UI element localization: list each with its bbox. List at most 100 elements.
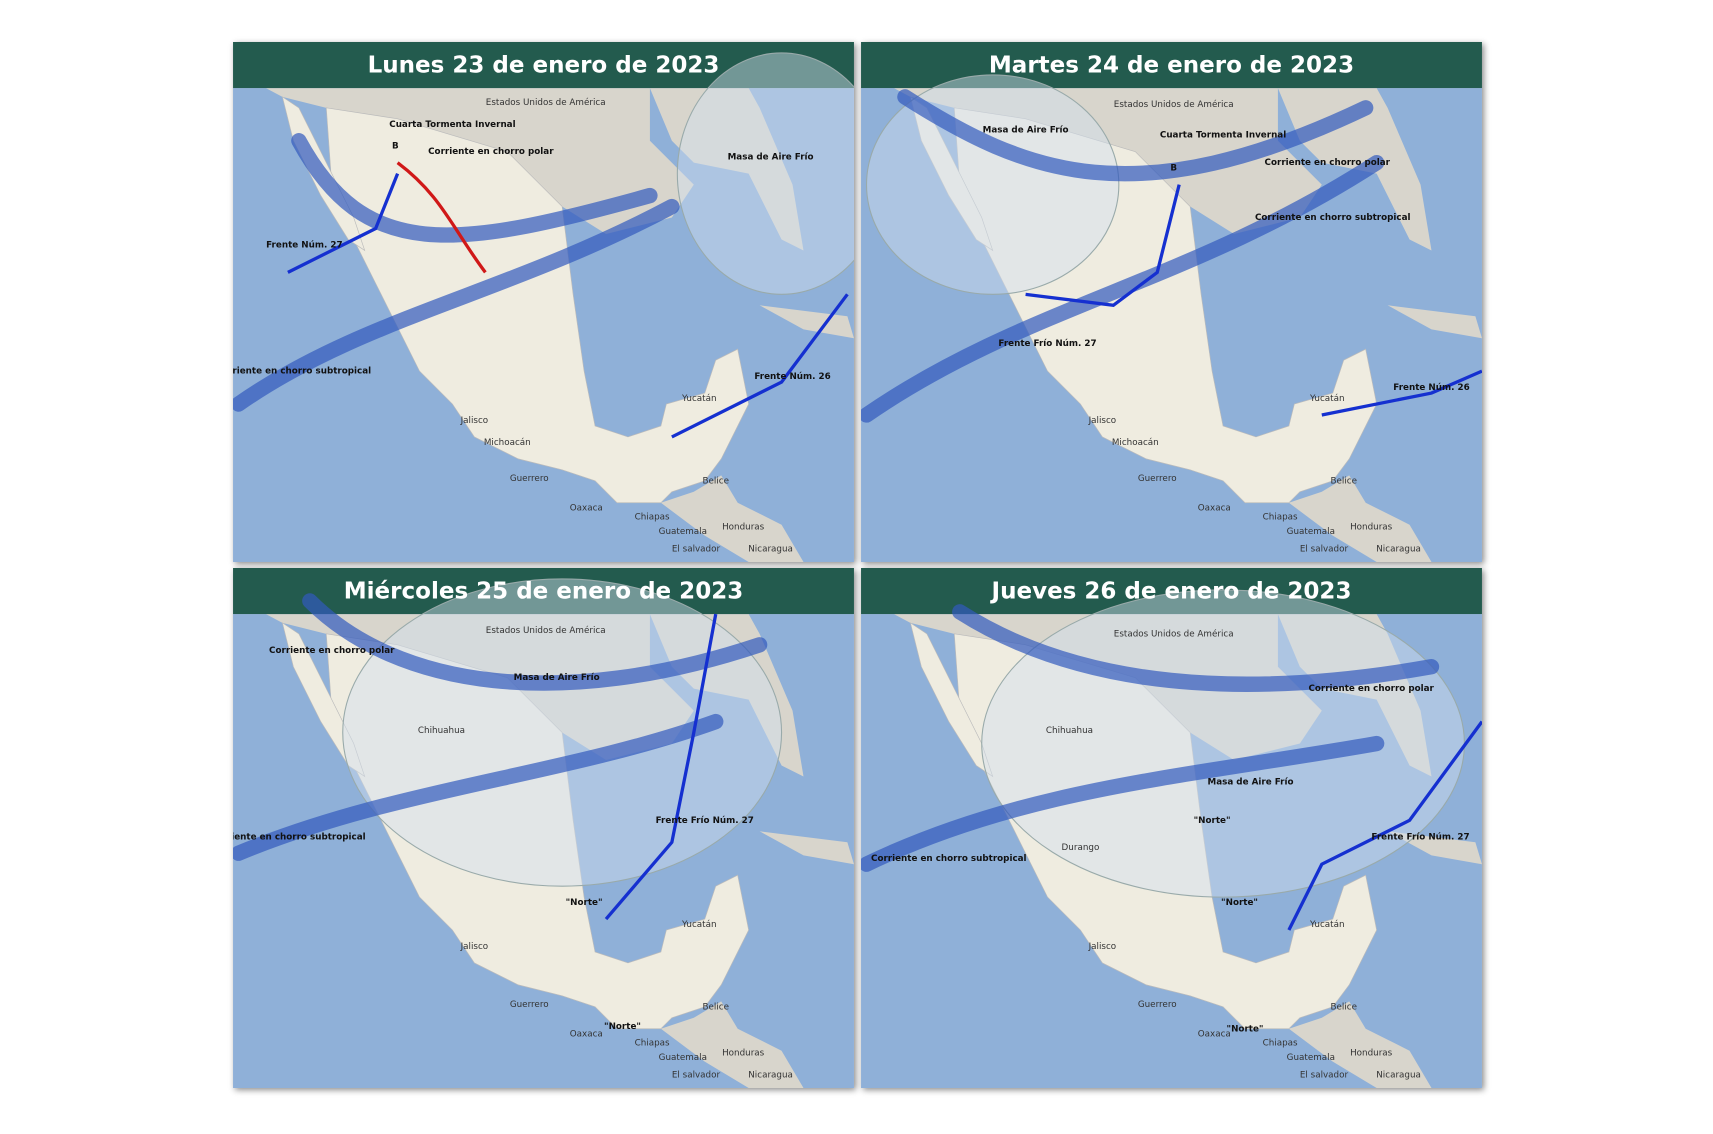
map-label: Michoacán [484, 438, 531, 448]
map-label: Honduras [1350, 1048, 1393, 1058]
jet-stream [230, 713, 724, 861]
map-label: Honduras [722, 522, 765, 532]
map-label: Jalisco [1088, 942, 1117, 952]
map-label: Nicaragua [1376, 544, 1421, 554]
map-label: Corriente en chorro polar [1265, 158, 1391, 168]
map-label: "Norte" [1227, 1024, 1264, 1034]
panel-title: Jueves 26 de enero de 2023 [990, 579, 1352, 605]
cold-front [671, 293, 849, 439]
cold-front [1287, 720, 1484, 931]
map-label: Jalisco [1088, 416, 1117, 426]
map-label: Estados Unidos de América [486, 625, 606, 636]
map-label: Belice [1330, 476, 1357, 486]
map-label: B [392, 142, 399, 152]
map-label: Belice [1330, 1002, 1357, 1012]
map-label: Oaxaca [1198, 504, 1231, 514]
map-label: Frente Núm. 27 [266, 240, 342, 250]
panel-title: Miércoles 25 de enero de 2023 [344, 579, 744, 605]
map-label: Estados Unidos de América [1114, 628, 1234, 639]
panel: Lunes 23 de enero de 2023 Estados Unidos … [216, 42, 887, 562]
map-label: Guerrero [510, 474, 549, 484]
map-label: "Norte" [604, 1022, 641, 1032]
map-label: Frente Núm. 26 [1393, 383, 1469, 393]
map-label: El salvador [672, 544, 721, 554]
map-label: Belice [702, 476, 729, 486]
map-label: Yucatán [1309, 394, 1344, 404]
map-label: El salvador [672, 1070, 721, 1080]
map-label: Michoacán [1112, 438, 1159, 448]
map-label: Masa de Aire Frío [514, 673, 600, 683]
map-label: Corriente en chorro polar [428, 147, 554, 157]
map-label: Frente Frío Núm. 27 [1371, 832, 1469, 842]
jet-stream [302, 593, 768, 691]
map-label: Durango [1062, 843, 1100, 853]
map-label: Nicaragua [1376, 1070, 1421, 1080]
jet-stream [858, 154, 1385, 423]
map-label: Masa de Aire Frío [728, 153, 814, 163]
map-label: Corriente en chorro subtropical [233, 832, 366, 842]
map-label: Honduras [722, 1048, 765, 1058]
map-label: El salvador [1300, 544, 1349, 554]
map: Lunes 23 de enero de 2023 Estados Unidos … [216, 42, 887, 562]
map-label: Frente Núm. 26 [754, 372, 830, 382]
map-label: Oaxaca [1198, 1030, 1231, 1040]
cold-front [1025, 184, 1181, 308]
map-label: Cuarta Tormenta Invernal [1160, 131, 1286, 141]
cold-front [1321, 369, 1483, 417]
jet-stream [952, 604, 1440, 692]
map-label: Masa de Aire Frío [1207, 777, 1293, 787]
map-label: "Norte" [1194, 816, 1231, 826]
jet-stream [897, 89, 1374, 182]
map-label: Guerrero [510, 1000, 549, 1010]
map-label: Chiapas [1263, 1039, 1298, 1049]
panel-title: Martes 24 de enero de 2023 [989, 53, 1354, 79]
map-label: Masa de Aire Frío [983, 125, 1069, 135]
map-label: Estados Unidos de América [1114, 99, 1234, 110]
map-label: Guatemala [1287, 527, 1335, 537]
map-label: Belice [702, 1002, 729, 1012]
map-label: Cuarta Tormenta Invernal [389, 120, 515, 130]
map-label: Oaxaca [570, 1030, 603, 1040]
air-mass [342, 578, 783, 887]
map-label: Guerrero [1138, 474, 1177, 484]
map-label: Nicaragua [748, 1070, 793, 1080]
map-label: Frente Frío Núm. 27 [656, 816, 754, 826]
map: Martes 24 de enero de 2023 Estados Unidos… [858, 42, 1483, 562]
map-label: Guatemala [659, 1053, 707, 1063]
panel-title: Lunes 23 de enero de 2023 [368, 53, 720, 79]
map-label: B [1170, 164, 1177, 174]
map-label: Oaxaca [570, 504, 603, 514]
map-label: "Norte" [1221, 898, 1258, 908]
map-label: Estados Unidos de América [486, 97, 606, 108]
map-label: Jalisco [460, 416, 489, 426]
warm-front [396, 161, 487, 274]
map-label: Corriente en chorro polar [1308, 684, 1434, 694]
map: Jueves 26 de enero de 2023 Estados Unidos… [858, 568, 1484, 1088]
map-label: Guatemala [1287, 1053, 1335, 1063]
panel: Martes 24 de enero de 2023 Estados Unidos… [858, 42, 1483, 562]
cold-front [287, 173, 400, 274]
air-mass [865, 74, 1120, 295]
map-label: Chiapas [635, 513, 670, 523]
map-label: Corriente en chorro polar [269, 646, 395, 656]
map-label: Yucatán [681, 920, 716, 930]
map-label: Chiapas [1263, 513, 1298, 523]
cold-front [604, 613, 718, 921]
map-label: Nicaragua [748, 544, 793, 554]
map-label: El salvador [1300, 1070, 1349, 1080]
map-label: "Norte" [566, 898, 603, 908]
map-label: Jalisco [460, 942, 489, 952]
jet-stream [291, 133, 658, 243]
map-label: Corriente en chorro subtropical [233, 367, 371, 377]
map-label: Guatemala [659, 527, 707, 537]
panel: Miércoles 25 de enero de 2023 Estados Uni… [210, 568, 854, 1088]
map-label: Chihuahua [418, 726, 465, 736]
map-label: Yucatán [1309, 920, 1344, 930]
map-label: Guerrero [1138, 1000, 1177, 1010]
jet-stream [230, 198, 680, 412]
map-label: Chihuahua [1046, 726, 1093, 736]
map-label: Corriente en chorro subtropical [871, 854, 1027, 864]
map-label: Yucatán [681, 394, 716, 404]
panel: Jueves 26 de enero de 2023 Estados Unidos… [858, 568, 1484, 1088]
